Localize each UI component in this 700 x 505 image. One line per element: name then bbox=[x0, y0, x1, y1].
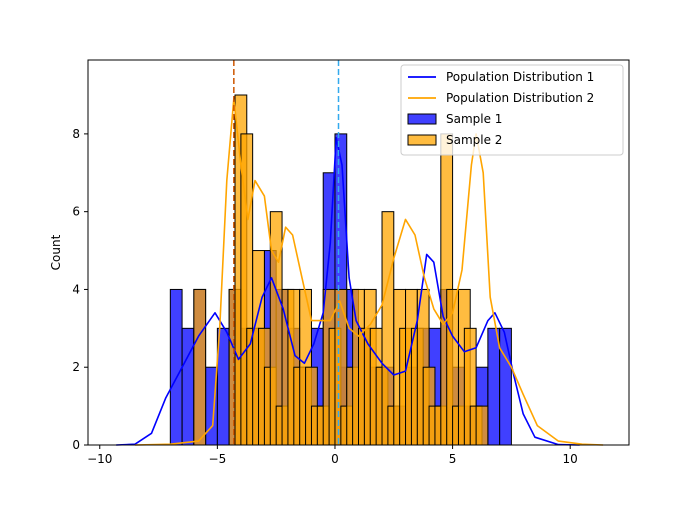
plot-frame bbox=[87, 59, 630, 446]
legend-label: Sample 2 bbox=[446, 133, 502, 147]
legend-label: Population Distribution 2 bbox=[446, 91, 594, 105]
population-distribution-1-line bbox=[116, 137, 580, 446]
y-axis-ticks: 0 2 4 6 8 bbox=[72, 127, 88, 452]
legend: Population Distribution 1 Population Dist… bbox=[400, 64, 624, 156]
y-tick-label: 2 bbox=[72, 360, 80, 374]
sample-1-bar bbox=[499, 327, 512, 446]
x-tick-label: −10 bbox=[87, 452, 112, 466]
sample-2-bar bbox=[193, 288, 207, 446]
sample-1-bar bbox=[181, 327, 195, 446]
sample-2-bars bbox=[193, 94, 489, 446]
legend-label: Sample 1 bbox=[446, 112, 502, 126]
y-tick-label: 0 bbox=[72, 438, 80, 452]
sample-2-bar bbox=[475, 405, 489, 446]
x-axis-ticks: −10 −5 0 5 10 bbox=[87, 445, 578, 466]
y-axis-label: Count bbox=[49, 234, 63, 270]
x-tick-label: −5 bbox=[209, 452, 227, 466]
population-distribution-2-line bbox=[134, 98, 604, 446]
y-tick-label: 6 bbox=[72, 205, 80, 219]
sample-1-bar bbox=[487, 327, 501, 446]
y-tick-label: 8 bbox=[72, 127, 80, 141]
y-tick-label: 4 bbox=[72, 282, 80, 296]
legend-label: Population Distribution 1 bbox=[446, 70, 594, 84]
legend-box bbox=[400, 64, 624, 156]
legend-patch-swatch bbox=[407, 134, 437, 146]
population-kde-lines bbox=[116, 98, 604, 446]
sample-1-bar bbox=[169, 288, 183, 446]
x-tick-label: 10 bbox=[563, 452, 578, 466]
reference-lines bbox=[233, 60, 340, 445]
x-tick-label: 5 bbox=[449, 452, 457, 466]
x-tick-label: 0 bbox=[331, 452, 339, 466]
legend-patch-swatch bbox=[407, 113, 437, 125]
